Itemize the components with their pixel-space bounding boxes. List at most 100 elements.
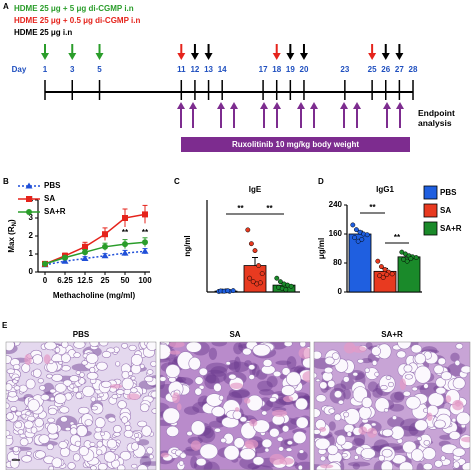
airspace [58,441,68,449]
airspace [15,410,22,417]
arrow-head [299,53,308,60]
airspace [54,393,67,405]
airspace [76,425,88,437]
airspace [30,426,38,434]
dose-arrow [368,44,377,60]
data-point [378,264,384,270]
data-point [259,271,265,277]
airspace [39,385,46,391]
marker [26,209,32,215]
airspace [148,454,154,460]
airspace [440,371,452,381]
arrow-head [353,102,361,109]
data-point [382,267,388,272]
x-tick-label: 100 [138,276,152,285]
y-axis-label-part: ) [7,219,16,222]
airspace [40,394,50,401]
airspace [233,437,245,449]
airspace [295,397,308,411]
airspace [352,372,359,377]
airspace [46,443,54,451]
airspace [27,399,40,412]
airspace [272,370,282,378]
airspace [32,354,43,365]
y-tick-label: 2 [29,231,34,240]
airspace [13,385,21,391]
airspace [160,343,171,360]
tissue-pink [190,440,201,451]
airspace [106,438,118,449]
airspace [9,458,20,469]
tissue-dense [352,438,365,447]
y-axis-label: Max (RN) [7,219,17,253]
airspace [346,431,352,437]
image-border [313,341,471,470]
dose-arrow [41,44,49,60]
airspace [357,358,364,364]
arrow-head [272,53,281,60]
airspace [452,447,466,457]
data-point [375,258,381,264]
day-number: 26 [381,65,390,74]
airspace [211,406,226,418]
day-number: 13 [204,65,213,74]
data-point [230,288,236,294]
airspace [127,371,134,376]
endpoint-label: Endpoint analysis [418,108,455,128]
day-number: 14 [218,65,227,74]
airspace [302,357,310,369]
airspace [220,437,227,444]
airspace [133,432,139,438]
airspace [414,365,432,384]
airspace [396,350,407,359]
airspace [85,352,99,364]
marker [25,182,33,189]
marker [26,196,32,202]
tissue-dense [348,461,371,467]
legend-text: SA+R [440,224,462,233]
marker [122,241,128,248]
airspace [61,342,69,349]
arrow-head [310,102,318,109]
tissue-dense [450,352,460,362]
data-point [257,280,263,286]
legend-text: SA [44,194,55,203]
day-number: 27 [395,65,404,74]
airspace [137,420,148,428]
airspace [124,424,132,432]
airspace [435,377,446,388]
airspace [405,396,421,410]
airspace [276,436,284,442]
y-tick-label: 80 [333,258,342,267]
airspace [297,464,303,470]
airspace [151,408,156,414]
airspace [190,420,206,436]
airspace [96,361,108,371]
airspace [44,342,57,351]
tissue-dense [286,356,297,370]
airspace [14,376,20,381]
data-point [364,232,370,238]
airspace [98,392,104,398]
airspace [361,396,373,409]
airspace [73,342,86,349]
airspace [166,425,180,437]
day-number: 19 [286,65,295,74]
arrow-head [273,102,281,109]
image-border [5,341,157,470]
airspace [414,419,428,432]
airspace [248,364,256,371]
tissue-dense [393,391,405,401]
airspace [6,402,10,409]
airspace [26,451,32,456]
marker [122,215,128,221]
tissue-dense [203,425,214,439]
arrow-head [381,53,390,60]
airspace [314,350,323,360]
airspace [18,384,28,393]
tissue-pink [176,403,182,411]
tissue-dense [387,416,405,428]
airspace [398,461,414,470]
airspace [123,429,134,438]
marker [142,239,148,246]
